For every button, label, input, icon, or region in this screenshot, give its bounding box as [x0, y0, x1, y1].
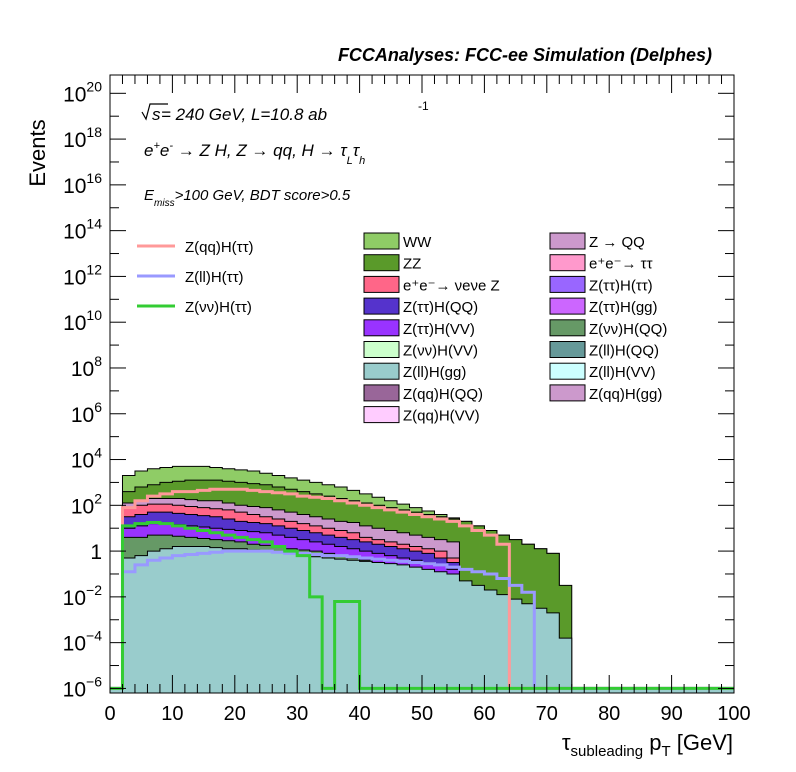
- x-axis-ticks: 0 10 20 30 40 50 60 70 80 90 100: [104, 75, 751, 725]
- legend-bkg-swatch: [363, 254, 400, 272]
- legend-bkg-label: WW: [403, 234, 432, 251]
- x-axis-label: τsubleading pT [GeV]: [562, 730, 733, 760]
- y-tick-label: 108: [71, 353, 102, 381]
- legend-bkg-label: Z(νν)H(VV): [403, 343, 478, 360]
- legend-bkg-label: Z(ττ)H(VV): [403, 321, 475, 338]
- y-tick-label: 102: [71, 490, 102, 518]
- y-tick-label: 10−4: [63, 628, 103, 656]
- legend-bkg-swatch: [549, 384, 586, 402]
- legend-bkg-label: Z(ll)H(gg): [403, 364, 466, 381]
- legend-bkg-label: Z(ττ)H(gg): [589, 299, 658, 316]
- legend-bkg-label: Z(ττ)H(QQ): [403, 299, 478, 316]
- legend-bkg-swatch: [549, 341, 586, 358]
- legend-bkg-swatch: [549, 232, 586, 250]
- legend-bkg-swatch: [549, 254, 586, 272]
- legend-bkg-swatch: [363, 297, 400, 315]
- y-tick-label: 1018: [63, 124, 102, 152]
- lumi-exponent: -1: [418, 99, 429, 113]
- y-tick-label: 104: [71, 445, 102, 473]
- legend-bkg-swatch: [363, 319, 400, 337]
- stacked-histograms: [109, 465, 735, 694]
- y-axis-label: Events: [25, 119, 50, 186]
- signal-lines: [110, 487, 734, 690]
- legend-bkg-swatch: [549, 297, 586, 315]
- x-tick-label: 0: [104, 703, 115, 725]
- legend-bkg-swatch: [363, 384, 400, 402]
- y-tick-label: 1: [90, 541, 102, 564]
- legend-bkg-label: Z → QQ: [589, 234, 645, 251]
- cut-annotation: Emiss>100 GeV, BDT score>0.5: [144, 187, 351, 209]
- legend-bkg-label: Z(ll)H(QQ): [589, 343, 659, 360]
- y-tick-label: 10−2: [63, 582, 103, 610]
- legend-bkg-swatch: [363, 275, 400, 293]
- x-tick-label: 30: [286, 703, 308, 725]
- legend-bkg-label: Z(ττ)H(ττ): [589, 277, 653, 294]
- legend-backgrounds: WW Z → QQ ZZ e⁺e⁻→ ττ e⁺e⁻→ νeνe Z Z(ττ)H(ττ)…: [363, 232, 667, 425]
- legend-bkg-label: ZZ: [403, 256, 421, 273]
- legend-bkg-label: Z(qq)H(VV): [403, 408, 480, 425]
- legend-bkg-swatch: [549, 362, 586, 380]
- x-tick-label: 80: [598, 703, 620, 725]
- y-tick-label: 1012: [63, 261, 102, 289]
- legend-bkg-label: Z(qq)H(QQ): [403, 386, 483, 403]
- sqrt-s-label: s: [152, 105, 161, 124]
- y-tick-label: 10−6: [63, 673, 103, 701]
- legend-bkg-swatch: [549, 275, 586, 293]
- legend-bkg-label: Z(νν)H(QQ): [589, 321, 667, 338]
- legend-bkg-label: Z(qq)H(gg): [589, 386, 662, 403]
- legend-bkg-swatch: [363, 341, 400, 358]
- legend-signal-label: Z(qq)H(ττ): [185, 239, 254, 256]
- x-tick-label: 60: [473, 703, 495, 725]
- y-tick-label: 106: [71, 399, 102, 427]
- y-tick-label: 1014: [63, 216, 102, 244]
- y-tick-label: 1020: [63, 78, 102, 106]
- legend-bkg-swatch: [363, 362, 400, 380]
- energy-lumi-label: = 240 GeV, L=10.8 ab: [161, 105, 327, 124]
- energy-annotation: s = 240 GeV, L=10.8 ab -1: [141, 99, 429, 124]
- x-tick-label: 40: [348, 703, 370, 725]
- legend-bkg-label: Z(ll)H(VV): [589, 364, 656, 381]
- legend-bkg-swatch: [363, 406, 400, 424]
- y-tick-label: 1010: [63, 307, 102, 335]
- sqrt-symbol: [141, 103, 168, 121]
- legend-signals: Z(qq)H(ττ) Z(ll)H(ττ) Z(νν)H(ττ): [137, 239, 254, 316]
- x-tick-label: 100: [717, 703, 750, 725]
- signal-line-2: [110, 520, 734, 690]
- cut-label: Emiss>100 GeV, BDT score>0.5: [144, 187, 351, 209]
- legend-signal-label: Z(ll)H(ττ): [185, 269, 244, 286]
- legend-bkg-label: e⁺e⁻→ ττ: [589, 256, 653, 273]
- y-tick-label: 1016: [63, 170, 102, 198]
- legend-bkg-label: e⁺e⁻→ νeνe Z: [403, 277, 500, 294]
- x-tick-label: 20: [224, 703, 246, 725]
- legend-signal-label: Z(νν)H(ττ): [185, 299, 252, 316]
- x-tick-label: 50: [411, 703, 433, 725]
- x-tick-label: 90: [660, 703, 682, 725]
- legend-bkg-swatch: [549, 319, 586, 337]
- plot-area: 0 10 20 30 40 50 60 70 80 90 100 10−610−410−211021…: [63, 74, 751, 725]
- chart-title: FCCAnalyses: FCC-ee Simulation (Delphes): [338, 45, 712, 65]
- x-tick-label: 10: [161, 703, 183, 725]
- x-tick-label: 70: [536, 703, 558, 725]
- legend-bkg-swatch: [363, 232, 400, 250]
- y-axis-ticks: 10−6 10−4 10−2 1 102 104 106 108 1010 1012 1014 101…: [63, 78, 734, 701]
